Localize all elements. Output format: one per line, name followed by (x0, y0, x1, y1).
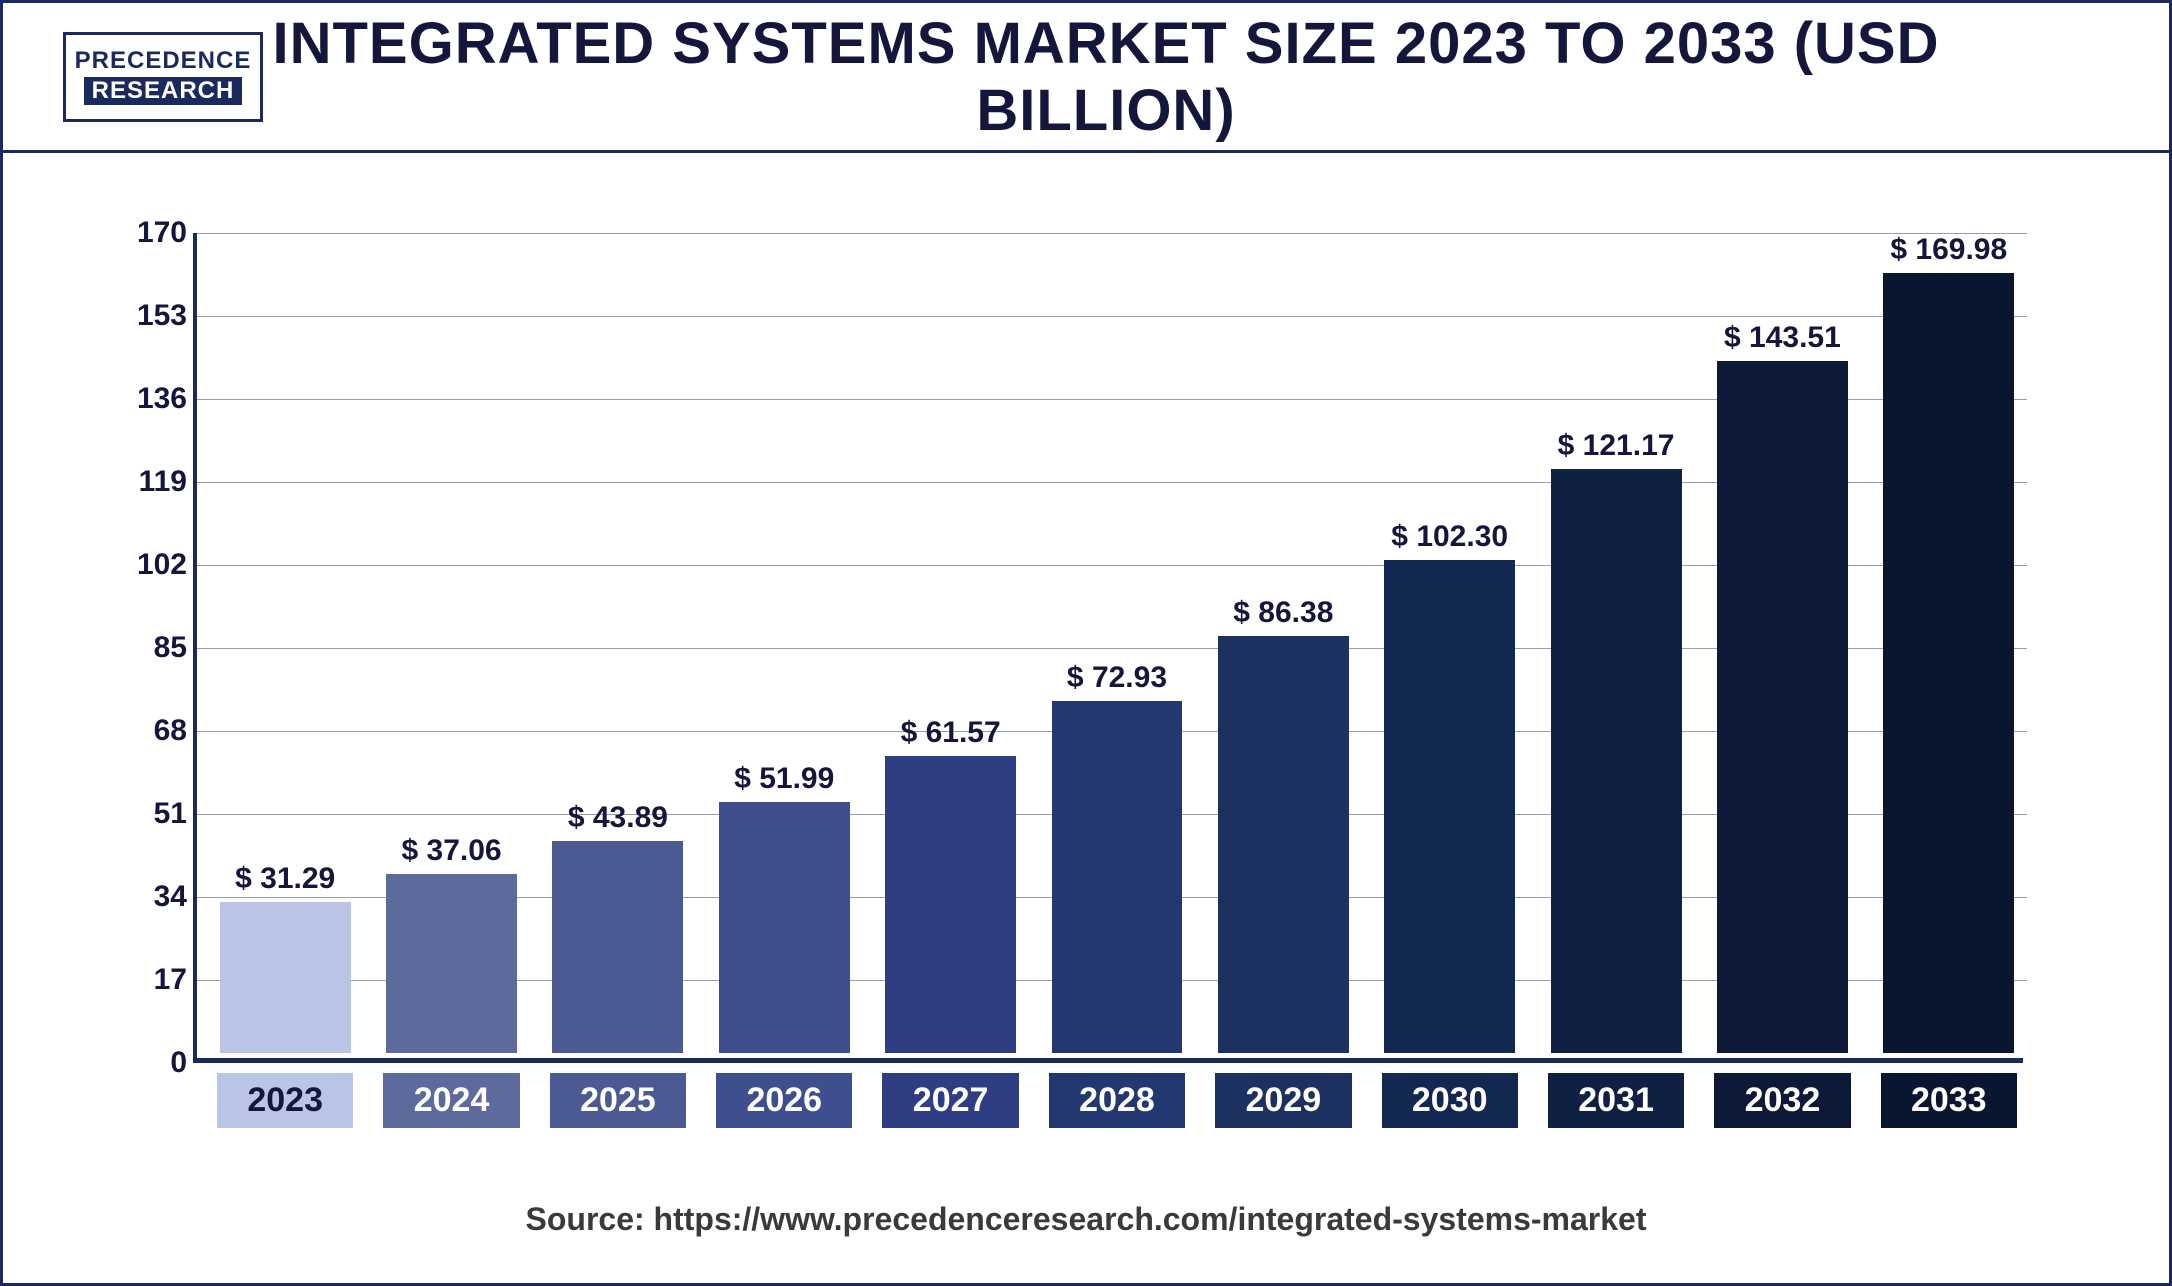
x-axis-label: 2033 (1881, 1073, 2017, 1128)
bar (552, 841, 683, 1053)
bar (1384, 560, 1515, 1053)
bar-value-label: $ 169.98 (1890, 233, 2007, 267)
source-url: https://www.precedenceresearch.com/integ… (654, 1201, 1647, 1237)
x-axis-label: 2024 (383, 1073, 519, 1128)
bar-value-label: $ 43.89 (568, 801, 668, 835)
bar-value-label: $ 61.57 (901, 716, 1001, 750)
bar (885, 756, 1016, 1053)
logo: PRECEDENCE RESEARCH (63, 32, 263, 122)
bar (220, 902, 351, 1053)
y-tick-label: 102 (107, 548, 187, 582)
x-axis-label: 2029 (1215, 1073, 1351, 1128)
source-prefix: Source: (526, 1201, 654, 1237)
x-axis-label: 2025 (550, 1073, 686, 1128)
x-axis-label: 2031 (1548, 1073, 1684, 1128)
chart-area: 01734516885102119136153170 $ 31.29$ 37.0… (193, 233, 2023, 1063)
y-tick-label: 17 (107, 963, 187, 997)
bar-value-label: $ 51.99 (734, 762, 834, 796)
y-tick-label: 0 (107, 1046, 187, 1080)
bar-slot: $ 37.06 (383, 233, 519, 1053)
y-tick-label: 119 (107, 465, 187, 499)
bar-value-label: $ 72.93 (1067, 661, 1167, 695)
bar-slot: $ 143.51 (1714, 233, 1850, 1053)
x-axis-label: 2032 (1714, 1073, 1850, 1128)
bar-value-label: $ 102.30 (1391, 520, 1508, 554)
x-axis-label: 2030 (1382, 1073, 1518, 1128)
x-axis-labels: 2023 2024 2025 2026 2027 2028 2029 2030 2031 2032… (217, 1073, 2017, 1128)
bar-slot: $ 169.98 (1881, 233, 2017, 1053)
bar-value-label: $ 143.51 (1724, 321, 1841, 355)
bars-group: $ 31.29 $ 37.06 $ 43.89 $ 51.99 $ 61.57 $ 72.… (217, 233, 2017, 1053)
bar-slot: $ 72.93 (1049, 233, 1185, 1053)
bar-slot: $ 43.89 (550, 233, 686, 1053)
source-line: Source: https://www.precedenceresearch.c… (3, 1201, 2169, 1238)
bar-value-label: $ 86.38 (1233, 596, 1333, 630)
chart-container: PRECEDENCE RESEARCH INTEGRATED SYSTEMS M… (0, 0, 2172, 1286)
bar-slot: $ 51.99 (716, 233, 852, 1053)
logo-text-top: PRECEDENCE (75, 49, 252, 73)
bar-slot: $ 61.57 (882, 233, 1018, 1053)
x-axis-label: 2028 (1049, 1073, 1185, 1128)
bar (386, 874, 517, 1053)
y-tick-label: 170 (107, 216, 187, 250)
bar-slot: $ 121.17 (1548, 233, 1684, 1053)
x-axis-label: 2023 (217, 1073, 353, 1128)
bar-slot: $ 102.30 (1382, 233, 1518, 1053)
chart-title: INTEGRATED SYSTEMS MARKET SIZE 2023 TO 2… (263, 10, 2109, 144)
bar-slot: $ 86.38 (1215, 233, 1351, 1053)
header: PRECEDENCE RESEARCH INTEGRATED SYSTEMS M… (3, 3, 2169, 153)
x-axis-label: 2027 (882, 1073, 1018, 1128)
plot-box: 01734516885102119136153170 $ 31.29$ 37.0… (193, 233, 2023, 1063)
y-tick-label: 34 (107, 880, 187, 914)
y-tick-label: 51 (107, 797, 187, 831)
y-tick-label: 85 (107, 631, 187, 665)
bar-value-label: $ 37.06 (401, 834, 501, 868)
y-tick-label: 68 (107, 714, 187, 748)
logo-text-bottom: RESEARCH (84, 77, 243, 105)
bar (1551, 469, 1682, 1053)
bar (1218, 636, 1349, 1053)
y-tick-label: 136 (107, 382, 187, 416)
bar (719, 802, 850, 1053)
y-tick-label: 153 (107, 299, 187, 333)
bar (1052, 701, 1183, 1053)
bar (1717, 361, 1848, 1053)
x-axis-label: 2026 (716, 1073, 852, 1128)
bar-value-label: $ 121.17 (1558, 429, 1675, 463)
bar-value-label: $ 31.29 (235, 862, 335, 896)
bar (1883, 273, 2014, 1053)
bar-slot: $ 31.29 (217, 233, 353, 1053)
